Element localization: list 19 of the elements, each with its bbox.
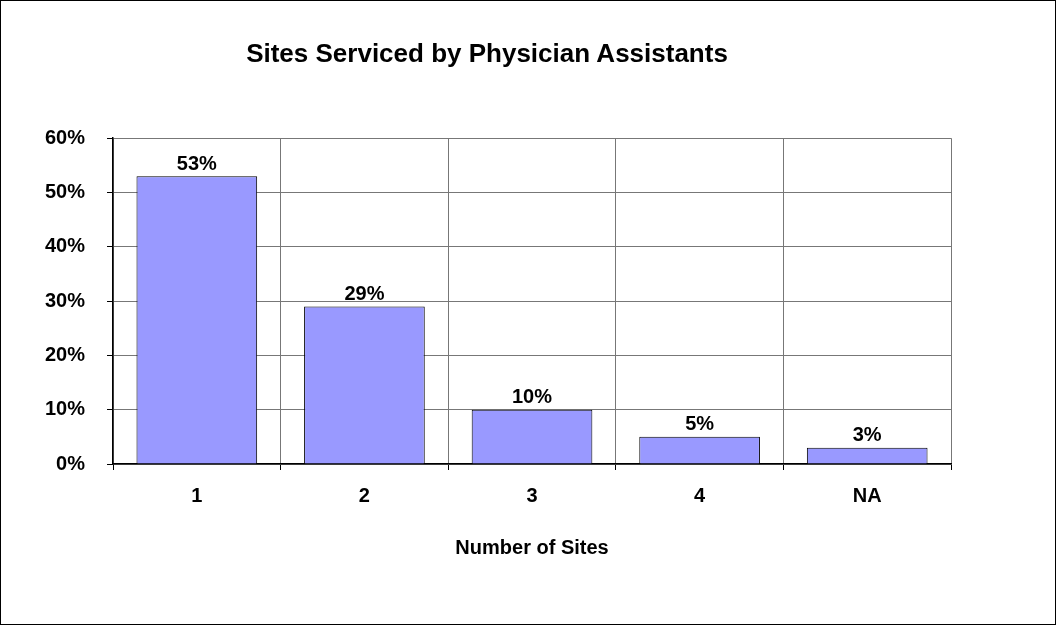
data-label: 3% xyxy=(852,423,882,446)
y-tick-label: 40% xyxy=(45,234,86,257)
y-tick-label: 10% xyxy=(45,397,86,420)
x-tick-label: 3 xyxy=(526,483,538,506)
y-tick-label: 50% xyxy=(45,180,86,203)
data-label: 10% xyxy=(512,385,553,408)
x-axis-title: Number of Sites xyxy=(455,535,609,558)
x-tick-label: NA xyxy=(852,483,882,506)
chart-title: Sites Serviced by Physician Assistants xyxy=(246,37,728,68)
data-label: 53% xyxy=(176,151,218,174)
y-tick-label: 0% xyxy=(56,451,86,474)
data-label: 5% xyxy=(685,412,715,435)
y-tick-label: 60% xyxy=(45,125,86,148)
data-label: 29% xyxy=(344,282,385,305)
y-tick-label: 30% xyxy=(45,288,86,311)
x-tick-label: 4 xyxy=(694,483,707,506)
x-tick-label: 2 xyxy=(358,483,370,506)
x-tick-label: 1 xyxy=(191,483,203,506)
y-tick-label: 20% xyxy=(45,342,86,365)
